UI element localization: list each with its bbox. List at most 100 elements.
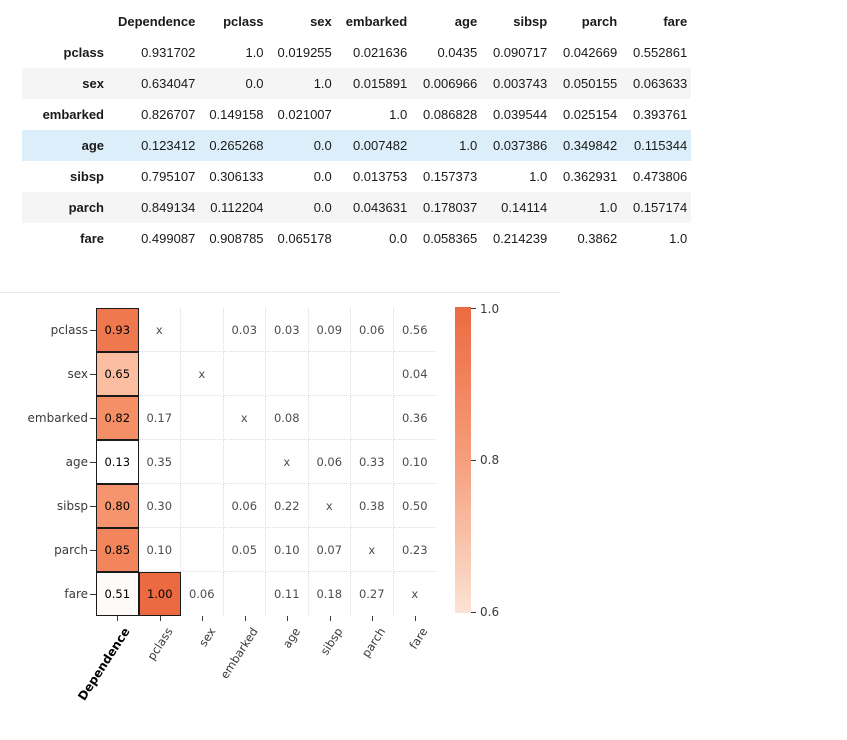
heatmap-cell: 0.65 <box>96 352 139 396</box>
table-row-header: embarked <box>42 107 104 122</box>
table-corner-cell <box>22 6 108 37</box>
table-cell: 0.265268 <box>209 138 264 153</box>
table-cell: 0.214239 <box>492 231 548 246</box>
x-tick-mark <box>329 616 331 621</box>
x-tick-mark <box>372 616 374 621</box>
table-cell: 0.019255 <box>277 45 332 60</box>
y-tick-mark <box>90 594 96 595</box>
heatmap-cell <box>308 396 351 440</box>
table-cell: 0.039544 <box>492 107 548 122</box>
y-tick-mark <box>90 418 96 419</box>
heatmap-cell <box>181 528 224 572</box>
table-col-header: sibsp <box>513 14 548 29</box>
heatmap-cell: 0.08 <box>266 396 309 440</box>
table-cell: 0.025154 <box>562 107 618 122</box>
x-tick-label: embarked <box>217 625 261 682</box>
x-tick-mark <box>414 616 416 621</box>
heatmap-cell <box>223 440 266 484</box>
table-cell: 0.065178 <box>277 231 332 246</box>
heatmap-cell: 0.93 <box>96 308 139 352</box>
colorbar-tick-label: 0.8 <box>480 453 500 467</box>
heatmap-cell <box>181 440 224 484</box>
table-header-row: Dependence pclass sex embarked age sibsp parch… <box>22 6 691 37</box>
table-cell: 0.042669 <box>562 45 618 60</box>
y-tick-mark <box>90 330 96 331</box>
heatmap-cell: 0.27 <box>351 572 394 616</box>
table-row-header: age <box>81 138 104 153</box>
table-cell: 0.0 <box>245 76 264 91</box>
x-tick-label: fare <box>406 625 431 652</box>
table-cell: 0.112204 <box>210 200 264 215</box>
heatmap-cell: 0.56 <box>393 308 436 352</box>
table-cell: 0.090717 <box>492 45 548 60</box>
x-tick-mark <box>244 616 246 621</box>
y-tick-mark <box>90 506 96 507</box>
table-cell: 1.0 <box>669 231 688 246</box>
y-tick-label: sibsp <box>56 499 88 513</box>
heatmap-diagonal-mark: x <box>351 528 394 572</box>
heatmap-cell: 0.06 <box>223 484 266 528</box>
heatmap-cell: 0.06 <box>351 308 394 352</box>
table-row-header: sex <box>82 76 104 91</box>
table-row-header: parch <box>68 200 104 215</box>
y-tick-label: sex <box>67 367 88 381</box>
table-cell: 0.0 <box>313 200 332 215</box>
table-row-header: fare <box>80 231 104 246</box>
table-cell: 0.0 <box>313 169 332 184</box>
heatmap-diagonal-mark: x <box>181 352 224 396</box>
heatmap-cell: 0.13 <box>96 440 139 484</box>
table-row-parch: parch 0.849134 0.112204 0.0 0.043631 0.178037… <box>22 192 692 223</box>
table-cell: 0.178037 <box>422 200 478 215</box>
heatmap-cell: 0.06 <box>308 440 351 484</box>
heatmap-cell: 0.04 <box>393 352 436 396</box>
heatmap-cell: 0.10 <box>266 528 309 572</box>
table-cell: 0.473806 <box>632 169 688 184</box>
heatmap-cell: 0.18 <box>309 572 351 616</box>
heatmap-diagonal-mark: x <box>266 440 309 484</box>
table-cell: 1.0 <box>389 107 408 122</box>
x-tick-mark <box>202 616 204 621</box>
table-row-age: age 0.123412 0.265268 0.0 0.007482 1.0 0.03738… <box>22 130 692 161</box>
table-cell: 0.0 <box>313 138 332 153</box>
heatmap-cell: 0.85 <box>96 528 139 572</box>
heatmap-cell: 0.09 <box>308 308 351 352</box>
table-cell: 1.0 <box>459 138 478 153</box>
heatmap-cell: 0.51 <box>96 572 139 616</box>
table-cell: 0.043631 <box>352 200 408 215</box>
table-cell: 0.634047 <box>141 76 196 91</box>
heatmap-cell: 0.38 <box>351 484 394 528</box>
y-tick-label: fare <box>64 587 88 601</box>
table-col-header: sex <box>310 14 332 29</box>
heatmap-diagonal-mark: x <box>411 587 419 601</box>
heatmap-grid: 0.93 x 0.03 0.03 0.09 0.06 0.56 0.65 x 0.04 0.82 0.… <box>96 308 436 616</box>
table-cell: 0.552861 <box>632 45 688 60</box>
heatmap-cell: 0.22 <box>266 484 309 528</box>
heatmap-cell: 0.17 <box>138 396 181 440</box>
heatmap-cell <box>138 352 181 396</box>
table-cell: 0.0 <box>389 231 408 246</box>
table-col-header: age <box>454 14 478 29</box>
table-cell: 0.086828 <box>422 107 478 122</box>
table-col-header: fare <box>663 14 688 29</box>
heatmap-cell: 0.33 <box>351 440 394 484</box>
table-cell: 0.14114 <box>501 200 548 215</box>
table-row-sibsp: sibsp 0.795107 0.306133 0.0 0.013753 0.157373… <box>22 161 691 192</box>
table-col-header: pclass <box>223 14 264 29</box>
table-cell: 0.931702 <box>141 45 196 60</box>
y-tick-mark <box>90 374 96 375</box>
x-tick-label: Dependence <box>75 625 133 703</box>
output-divider <box>0 292 560 293</box>
heatmap-cell: 0.23 <box>393 528 436 572</box>
table-cell: 0.826707 <box>141 107 196 122</box>
table-cell: 0.795107 <box>141 169 196 184</box>
heatmap-cell: 0.05 <box>223 528 266 572</box>
table-cell: 0.306133 <box>209 169 264 184</box>
table-row-pclass: pclass 0.931702 1.0 0.019255 0.021636 0.0435 0… <box>22 37 691 68</box>
table-col-header: Dependence <box>118 14 196 29</box>
table-cell: 0.063633 <box>632 76 688 91</box>
heatmap-cell <box>266 352 309 396</box>
y-tick-label: pclass <box>50 323 88 337</box>
table-cell: 1.0 <box>529 169 548 184</box>
heatmap-cell: 0.80 <box>96 484 139 528</box>
